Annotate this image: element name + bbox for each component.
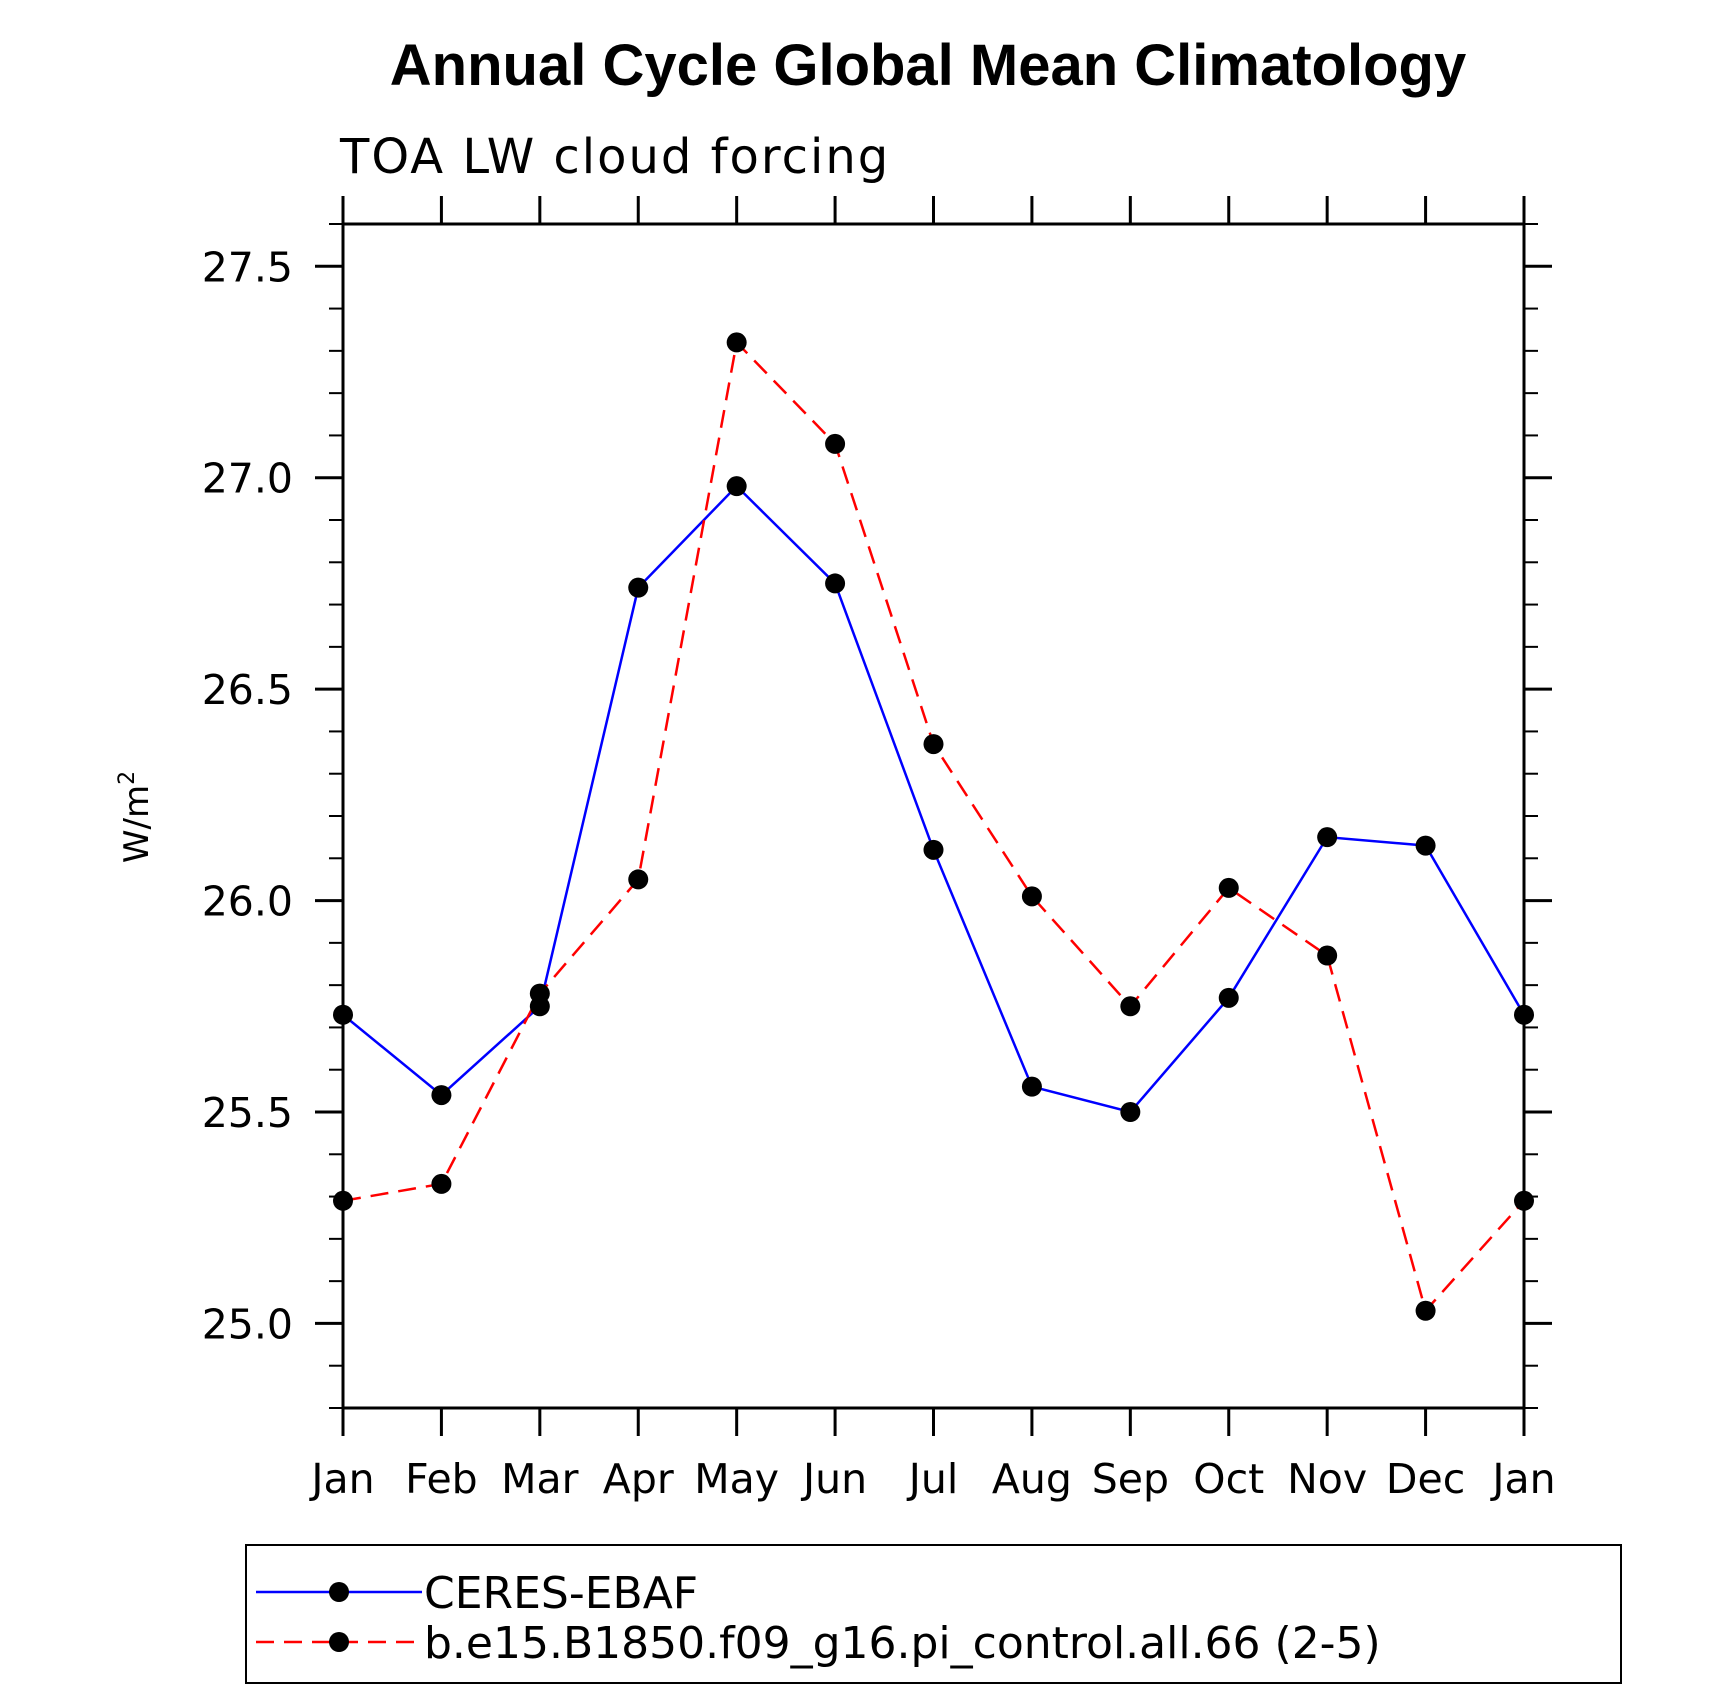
chart-subtitle: TOA LW cloud forcing <box>339 129 890 185</box>
legend-box <box>245 1544 1622 1684</box>
legend-label-1: b.e15.B1850.f09_g16.pi_control.all.66 (2… <box>424 1618 1381 1669</box>
series-line-1 <box>342 339 1525 1314</box>
plot-frame <box>341 222 1526 1410</box>
data-point <box>431 1173 452 1194</box>
x-tick-label: Jun <box>800 1455 867 1503</box>
data-point <box>1415 835 1436 856</box>
x-tick-label: Nov <box>1287 1455 1367 1503</box>
y-tick-label: 27.0 <box>202 455 293 503</box>
y-axis-label-text: W/m <box>117 785 157 863</box>
x-tick-label: Apr <box>603 1455 674 1503</box>
x-tick-label: Jan <box>308 1455 374 1503</box>
data-point <box>1218 877 1239 898</box>
data-point <box>431 1085 452 1106</box>
x-tick-label: Sep <box>1092 1455 1169 1503</box>
data-point <box>726 476 747 497</box>
data-point <box>1514 1004 1534 1025</box>
legend-label-0: CERES-EBAF <box>424 1568 698 1619</box>
data-point <box>333 1190 353 1211</box>
x-tick-label: Feb <box>405 1455 478 1503</box>
data-point <box>333 1004 353 1025</box>
data-point <box>825 433 846 454</box>
data-point <box>825 573 846 594</box>
x-tick-label: Jul <box>906 1455 958 1503</box>
x-tick-label: May <box>694 1455 779 1503</box>
y-axis-label-superscript: 2 <box>115 771 140 785</box>
x-tick-label: Oct <box>1193 1455 1264 1503</box>
series-lines <box>342 339 1526 1314</box>
y-tick-label: 26.0 <box>202 878 293 926</box>
data-point <box>1415 1300 1436 1321</box>
data-point <box>1218 987 1239 1008</box>
data-point <box>923 734 944 755</box>
series-markers <box>333 332 1534 1321</box>
axis-ticks <box>315 196 1552 1436</box>
data-point <box>628 577 649 598</box>
y-tick-labels: 25.0 25.5 26.0 26.5 27.0 27.5 <box>202 243 293 1348</box>
x-tick-label: Jan <box>1489 1455 1555 1503</box>
y-tick-label: 25.0 <box>202 1300 293 1348</box>
x-tick-label: Mar <box>501 1455 578 1503</box>
data-point <box>1120 996 1141 1017</box>
x-tick-label: Aug <box>992 1455 1072 1503</box>
legend-marker-0 <box>329 1582 349 1602</box>
legend-marker-1 <box>329 1632 349 1652</box>
legend: CERES-EBAFb.e15.B1850.f09_g16.pi_control… <box>256 1568 1381 1669</box>
y-tick-label: 27.5 <box>202 243 293 291</box>
data-point <box>1317 827 1338 848</box>
data-point <box>923 839 944 860</box>
y-axis-label: W/m2 <box>115 771 157 863</box>
y-tick-label: 26.5 <box>202 666 293 714</box>
data-point <box>726 332 747 353</box>
chart-title: Annual Cycle Global Mean Climatology <box>390 33 1466 98</box>
data-point <box>628 869 649 890</box>
series-line-0 <box>342 484 1526 1114</box>
data-point <box>1120 1102 1141 1122</box>
y-tick-label: 25.5 <box>202 1089 293 1137</box>
x-tick-labels: Jan Feb Mar Apr May Jun Jul Aug Sep Oct Nov Dec Jan <box>308 1455 1555 1503</box>
data-point <box>1021 886 1042 907</box>
data-point <box>1514 1190 1534 1211</box>
data-point <box>529 983 550 1004</box>
data-point <box>1317 945 1338 966</box>
x-tick-label: Dec <box>1386 1455 1465 1503</box>
data-point <box>1021 1076 1042 1097</box>
